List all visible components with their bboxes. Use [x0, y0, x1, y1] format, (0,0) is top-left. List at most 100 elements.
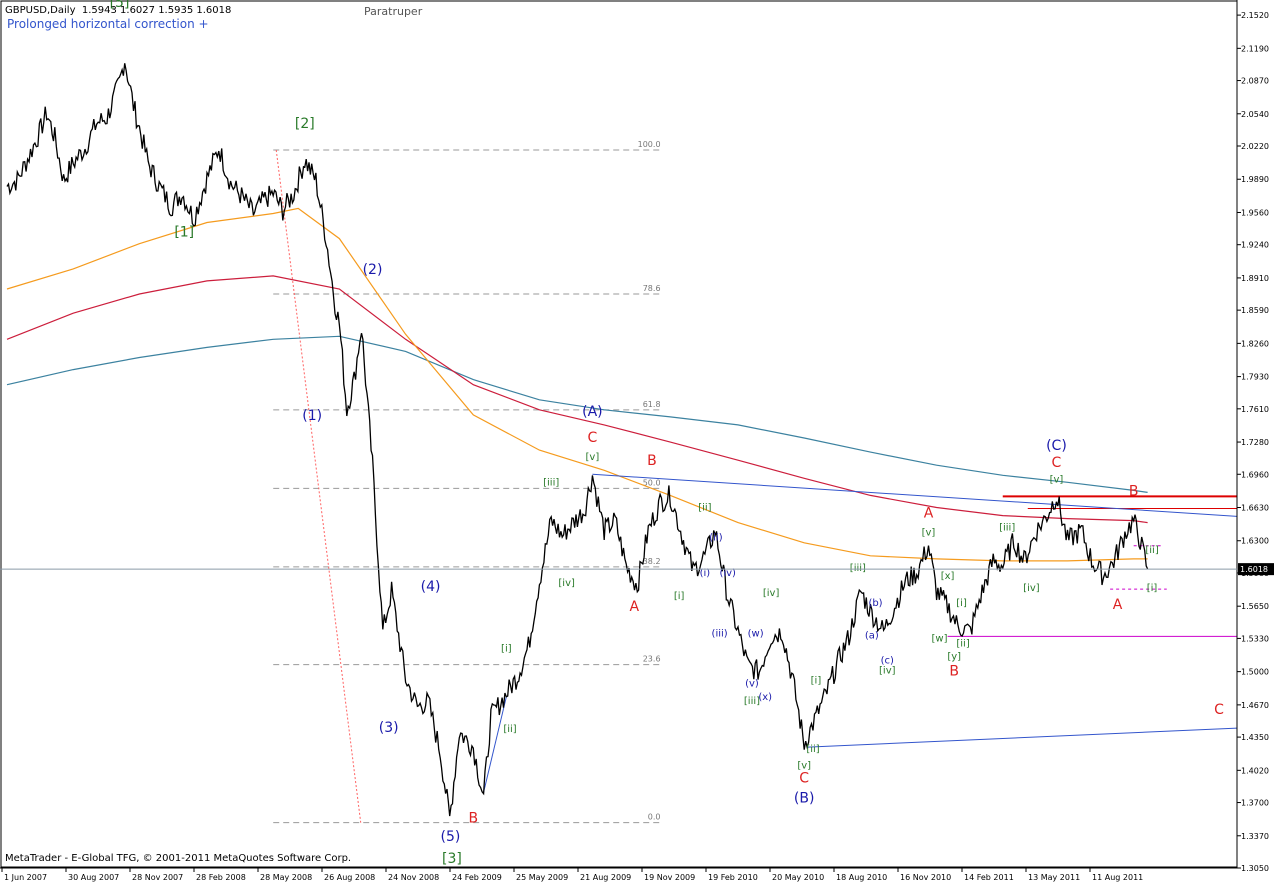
- wave-label: [i]: [811, 676, 822, 687]
- copyright-footer: MetaTrader - E-Global TFG, © 2001-2011 M…: [5, 853, 352, 864]
- x-tick-label: 14 Feb 2011: [964, 873, 1014, 882]
- y-tick-label: 1.6960: [1241, 470, 1269, 479]
- wave-label: C: [1052, 455, 1062, 471]
- y-tick-label: 1.4350: [1241, 733, 1269, 742]
- ma-mid-line: [6, 275, 1148, 524]
- x-tick-label: 11 Aug 2011: [1092, 873, 1143, 882]
- y-tick-label: 1.6630: [1241, 504, 1269, 513]
- y-tick-label: 1.8260: [1241, 339, 1269, 348]
- wave-label: B: [949, 664, 959, 680]
- fib-label: 61.8: [643, 400, 661, 409]
- wave-label: [1]: [174, 225, 194, 241]
- ma-fast-line: [6, 207, 1148, 562]
- wave-label: [v]: [1050, 474, 1064, 485]
- y-tick-label: 1.3050: [1241, 864, 1269, 873]
- x-tick-label: 25 May 2009: [516, 873, 568, 882]
- wave-label: [w]: [932, 633, 948, 644]
- wave-label: (A): [582, 404, 603, 420]
- trendline: [592, 473, 1238, 517]
- x-axis: 1 Jun 2007 30 Aug 2007 28 Nov 2007 28 Feb 2…: [0, 867, 1237, 882]
- y-axis: 2.1520 2.1190 2.0870 2.0540 2.0220 1.9890 1.95…: [1236, 0, 1269, 873]
- wave-label: (4): [421, 579, 441, 595]
- fibonacci-levels: 100.0 78.6 61.8 50.0 38.2 23.6 0.0: [273, 140, 663, 824]
- wave-label: (ii): [709, 533, 722, 544]
- wave-label: [iv]: [879, 666, 896, 677]
- y-tick-label: 1.8590: [1241, 306, 1269, 315]
- x-tick-label: 19 Feb 2010: [708, 873, 758, 882]
- fib-label: 38.2: [643, 557, 661, 566]
- wave-label: B: [468, 811, 478, 827]
- x-tick-label: 21 Aug 2009: [580, 873, 631, 882]
- x-tick-label: 28 Feb 2008: [196, 873, 246, 882]
- y-tick-label: 1.8910: [1241, 274, 1269, 283]
- wave-label: [i]: [1147, 583, 1158, 594]
- wave-label: (iv): [719, 568, 736, 579]
- wave-label: (w): [748, 628, 764, 639]
- x-tick-label: 19 Nov 2009: [644, 873, 695, 882]
- y-tick-label: 2.1520: [1241, 11, 1269, 20]
- x-tick-label: 16 Nov 2010: [900, 873, 951, 882]
- wave-label: [5]: [110, 0, 130, 11]
- wave-label: A: [924, 506, 934, 522]
- wave-label: C: [799, 770, 809, 786]
- wave-label: [i]: [956, 598, 967, 609]
- x-tick-label: 24 Feb 2009: [452, 873, 502, 882]
- symbol-label: GBPUSD,Daily: [5, 5, 76, 16]
- price-line: [6, 63, 1149, 817]
- x-tick-label: 28 May 2008: [260, 873, 312, 882]
- x-tick-label: 18 Aug 2010: [836, 873, 887, 882]
- current-price-label: 1.6018: [1240, 565, 1268, 574]
- wave-label: [x]: [941, 571, 955, 582]
- y-tick-label: 1.4020: [1241, 766, 1269, 775]
- wave-label: [i]: [674, 591, 685, 602]
- wave-label: [v]: [586, 452, 600, 463]
- wave-label: [iii]: [850, 563, 866, 574]
- y-tick-label: 1.7280: [1241, 438, 1269, 447]
- wave-label: (a): [865, 630, 879, 641]
- wave-label: [v]: [797, 760, 811, 771]
- y-tick-label: 1.6300: [1241, 537, 1269, 546]
- x-tick-label: 20 May 2010: [772, 873, 824, 882]
- y-tick-label: 2.1190: [1241, 44, 1269, 53]
- wave-label: [iii]: [543, 477, 559, 488]
- wave-label: [iv]: [1023, 583, 1040, 594]
- ohlc-values: 1.5943 1.6027 1.5935 1.6018: [81, 5, 232, 16]
- current-price-marker: 1.6018: [0, 563, 1274, 576]
- wave-label: (i): [700, 568, 711, 579]
- wave-label: [2]: [295, 116, 315, 132]
- y-tick-label: 1.5650: [1241, 602, 1269, 611]
- ma-slow-line: [6, 335, 1148, 493]
- wave-label: [v]: [922, 528, 936, 539]
- wave-label: [iii]: [999, 523, 1015, 534]
- wave-label: (b): [868, 598, 882, 609]
- y-tick-label: 2.0540: [1241, 110, 1269, 119]
- fib-label: 0.0: [648, 813, 661, 822]
- price-series: [6, 63, 1149, 817]
- wave-label: (x): [758, 692, 772, 703]
- x-tick-label: 26 Aug 2008: [324, 873, 375, 882]
- elliott-wave-labels: [5] [2] [1] (2) (1) (3) (4) (5) [3] B [i] [ii] [iii]…: [110, 0, 1224, 867]
- wave-label: [i]: [501, 644, 512, 655]
- wave-label: [ii]: [1145, 545, 1158, 556]
- wave-label: [y]: [947, 652, 961, 663]
- y-tick-label: 1.7930: [1241, 373, 1269, 382]
- wave-label: C: [1214, 702, 1224, 718]
- wave-label: [ii]: [806, 744, 819, 755]
- x-tick-label: 13 May 2011: [1028, 873, 1080, 882]
- wave-label: [iv]: [558, 578, 575, 589]
- trendlines: [483, 473, 1238, 793]
- y-tick-label: 1.9890: [1241, 175, 1269, 184]
- x-tick-label: 30 Aug 2007: [68, 873, 119, 882]
- x-tick-label: 1 Jun 2007: [4, 873, 47, 882]
- wave-label: A: [1113, 597, 1123, 613]
- chart-subtitle: Prolonged horizontal correction +: [7, 17, 209, 31]
- y-tick-label: 1.3370: [1241, 832, 1269, 841]
- wave-label: (iii): [712, 628, 728, 639]
- plot-frame: [0, 0, 1238, 868]
- wave-label: [ii]: [698, 503, 711, 514]
- y-tick-label: 1.9240: [1241, 241, 1269, 250]
- x-tick-label: 24 Nov 2008: [388, 873, 439, 882]
- wave-label: (c): [881, 656, 894, 667]
- author-label: Paratruper: [364, 5, 423, 18]
